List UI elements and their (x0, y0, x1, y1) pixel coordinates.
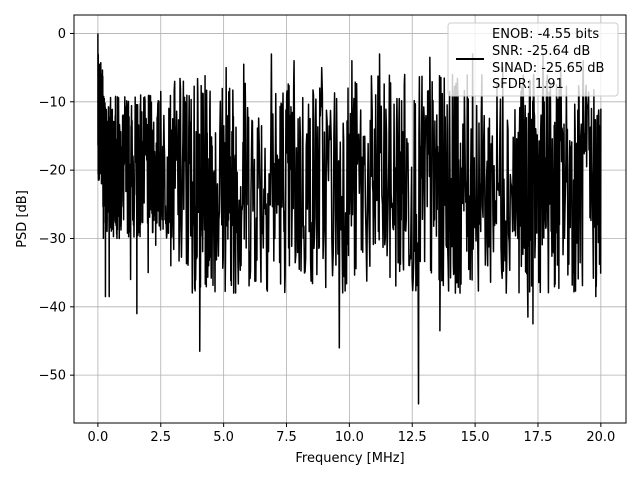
x-tick-label: 17.5 (524, 430, 553, 445)
y-tick-label: −40 (39, 300, 66, 315)
legend-entry-enob: ENOB: -4.55 bits (492, 27, 599, 42)
x-tick-label: 2.5 (150, 430, 171, 445)
legend: ENOB: -4.55 bits SNR: -25.64 dB SINAD: -… (447, 22, 619, 97)
plot-frame (73, 14, 627, 424)
y-tick-label: −10 (39, 95, 66, 110)
legend-box (447, 22, 619, 97)
x-tick-label: 12.5 (398, 430, 427, 445)
x-tick-label: 20.0 (586, 430, 615, 445)
axis-ticks: 0.0 2.5 5.0 7.5 10.0 12.5 15.0 17.5 20.0 0 −10 −20 −… (39, 27, 616, 445)
y-axis-label: PSD [dB] (15, 190, 30, 248)
legend-entry-sinad: SINAD: -25.65 dB (492, 61, 604, 76)
x-tick-label: 5.0 (213, 430, 234, 445)
x-axis-label: Frequency [MHz] (295, 451, 404, 466)
x-tick-label: 0.0 (88, 430, 109, 445)
legend-entry-snr: SNR: -25.64 dB (492, 44, 590, 59)
x-tick-label: 7.5 (276, 430, 297, 445)
y-tick-label: −20 (39, 164, 66, 179)
psd-series-line (97, 33, 602, 405)
legend-entry-sfdr: SFDR: 1.91 (492, 77, 564, 92)
y-tick-label: −30 (39, 232, 66, 247)
y-tick-label: 0 (58, 27, 66, 42)
psd-series-group (97, 33, 602, 405)
x-tick-label: 10.0 (335, 430, 364, 445)
x-tick-label: 15.0 (461, 430, 490, 445)
y-tick-label: −50 (39, 369, 66, 384)
